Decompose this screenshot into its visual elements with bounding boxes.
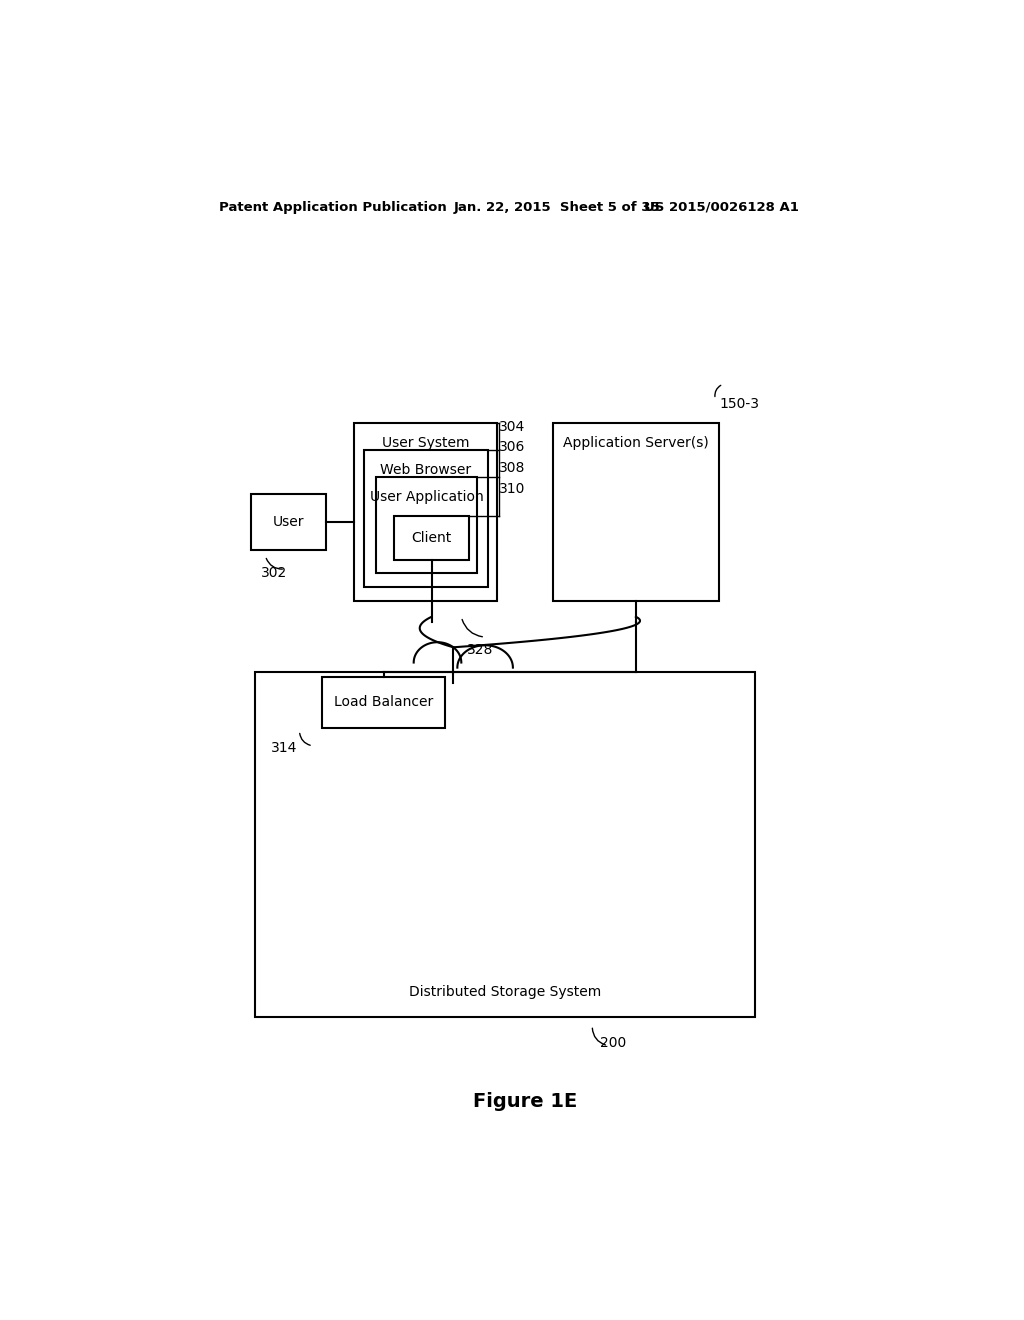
Text: Web Browser: Web Browser — [381, 463, 472, 478]
Text: Load Balancer: Load Balancer — [334, 696, 433, 709]
Text: 314: 314 — [270, 741, 297, 755]
Text: User Application: User Application — [370, 490, 483, 504]
Text: 310: 310 — [500, 482, 525, 496]
Text: Figure 1E: Figure 1E — [473, 1092, 577, 1111]
Text: Patent Application Publication: Patent Application Publication — [219, 201, 447, 214]
Bar — [394, 516, 469, 560]
Text: 302: 302 — [261, 566, 288, 579]
Text: 308: 308 — [500, 462, 525, 475]
Text: Distributed Storage System: Distributed Storage System — [409, 985, 601, 999]
Text: User System: User System — [382, 436, 469, 450]
Bar — [323, 677, 445, 727]
Text: Jan. 22, 2015  Sheet 5 of 35: Jan. 22, 2015 Sheet 5 of 35 — [454, 201, 660, 214]
Bar — [365, 450, 487, 587]
Text: Client: Client — [412, 531, 452, 545]
Bar — [251, 494, 327, 549]
Bar — [255, 672, 755, 1018]
Text: User: User — [273, 515, 304, 529]
Text: Application Server(s): Application Server(s) — [563, 436, 709, 450]
Text: US 2015/0026128 A1: US 2015/0026128 A1 — [644, 201, 799, 214]
Bar — [376, 477, 477, 573]
Text: 150-3: 150-3 — [719, 397, 759, 412]
Text: 200: 200 — [600, 1036, 627, 1049]
Bar — [553, 422, 719, 601]
Bar — [354, 422, 497, 601]
Text: 328: 328 — [467, 643, 494, 657]
Text: 306: 306 — [500, 440, 525, 454]
Text: 304: 304 — [500, 420, 525, 434]
